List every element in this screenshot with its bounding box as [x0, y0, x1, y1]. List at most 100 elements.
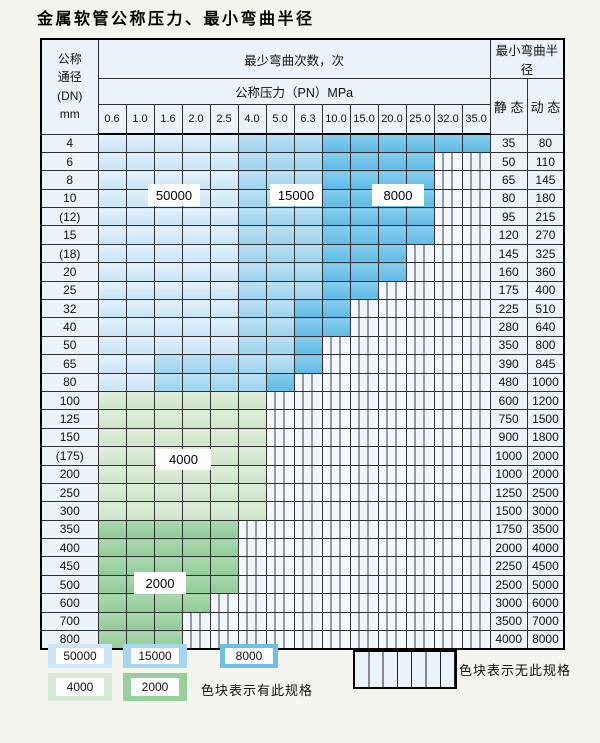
- dn-cell: 6: [40, 151, 99, 172]
- dynamic-radius-cell: 3000: [526, 501, 565, 521]
- spec-cell-无此规格: [321, 409, 351, 429]
- dynamic-radius-cell: 80: [526, 133, 565, 153]
- spec-cell-2000: [209, 538, 239, 558]
- spec-cell-无此规格: [433, 390, 463, 411]
- spec-cell-无此规格: [433, 427, 463, 448]
- spec-cell-15000: [265, 280, 295, 301]
- spec-cell-无此规格: [265, 538, 295, 558]
- spec-cell-无此规格: [321, 630, 351, 650]
- spec-cell-无此规格: [293, 372, 323, 392]
- spec-cell-无此规格: [377, 593, 407, 613]
- spec-cell-2000: [125, 611, 155, 632]
- spec-cell-8000: [321, 207, 351, 227]
- spec-cell-无此规格: [461, 611, 491, 632]
- spec-cell-50000: [125, 280, 155, 301]
- spec-cell-无此规格: [265, 556, 295, 576]
- row-dn-(175): (175) 1000 2000: [40, 446, 565, 466]
- spec-cell-15000: [209, 372, 239, 392]
- spec-cell-无此规格: [461, 225, 491, 245]
- spec-cell-无此规格: [265, 611, 295, 632]
- static-radius-cell: 175: [489, 280, 528, 301]
- spec-cell-无此规格: [377, 335, 407, 356]
- spec-cell-无此规格: [433, 464, 463, 484]
- legend-swatch-label: 2000: [131, 678, 179, 696]
- spec-cell-50000: [209, 243, 239, 264]
- spec-cell-50000: [209, 207, 239, 227]
- legend-has-spec-text: 色块表示有此规格: [201, 683, 314, 698]
- spec-cell-50000: [97, 354, 127, 374]
- spec-cell-无此规格: [433, 243, 463, 264]
- spec-cell-50000: [153, 225, 183, 245]
- spec-cell-无此规格: [405, 243, 435, 264]
- spec-cell-无此规格: [433, 262, 463, 282]
- spec-cell-无此规格: [433, 538, 463, 558]
- spec-cell-无此规格: [433, 335, 463, 356]
- spec-cell-无此规格: [237, 519, 267, 540]
- spec-cell-无此规格: [405, 611, 435, 632]
- spec-cell-无此规格: [461, 482, 491, 503]
- static-radius-cell: 95: [489, 207, 528, 227]
- spec-cell-无此规格: [377, 354, 407, 374]
- spec-cell-无此规格: [377, 611, 407, 632]
- spec-cell-无此规格: [461, 427, 491, 448]
- cycle-label-4000: 4000: [156, 449, 211, 470]
- spec-cell-无此规格: [461, 354, 491, 374]
- cycle-label-8000: 8000: [372, 184, 424, 206]
- legend-swatch-4000: 4000: [48, 673, 112, 701]
- spec-cell-50000: [125, 133, 155, 153]
- spec-cell-4000: [153, 427, 183, 448]
- spec-cell-无此规格: [377, 299, 407, 319]
- spec-cell-50000: [97, 225, 127, 245]
- dynamic-radius-cell: 270: [526, 225, 565, 245]
- cycle-label-15000: 15000: [270, 184, 322, 206]
- spec-cell-无此规格: [321, 501, 351, 521]
- row-dn-500: 500 2500 5000: [40, 574, 565, 595]
- spec-cell-8000: [461, 133, 491, 153]
- spec-cell-无此规格: [237, 574, 267, 595]
- dn-cell: (175): [40, 446, 99, 466]
- pressure-col-1.0: 1.0: [125, 104, 155, 135]
- pressure-col-1.6: 1.6: [153, 104, 183, 135]
- spec-cell-无此规格: [433, 188, 463, 209]
- spec-cell-无此规格: [265, 501, 295, 521]
- row-dn-400: 400 2000 4000: [40, 538, 565, 558]
- spec-cell-50000: [181, 243, 211, 264]
- legend-swatch-label: 4000: [56, 678, 104, 696]
- spec-cell-8000: [377, 225, 407, 245]
- spec-cell-15000: [181, 354, 211, 374]
- spec-cell-无此规格: [349, 556, 379, 576]
- pressure-col-5.0: 5.0: [265, 104, 295, 135]
- spec-cell-50000: [97, 188, 127, 209]
- row-dn-6: 6 50 110: [40, 151, 565, 172]
- row-dn-8: 8 65 145: [40, 170, 565, 190]
- pressure-col-4.0: 4.0: [237, 104, 267, 135]
- static-radius-cell: 1000: [489, 464, 528, 484]
- row-dn-350: 350 1750 3500: [40, 519, 565, 540]
- spec-cell-15000: [237, 280, 267, 301]
- spec-cell-无此规格: [461, 262, 491, 282]
- page-title: 金属软管公称压力、最小弯曲半径: [37, 9, 315, 28]
- legend-no-spec-swatch: [353, 650, 457, 689]
- spec-cell-无此规格: [377, 317, 407, 337]
- legend-swatch-label: 50000: [56, 648, 104, 664]
- dynamic-radius-cell: 215: [526, 207, 565, 227]
- row-dn-15: 15 120 270: [40, 225, 565, 245]
- spec-cell-无此规格: [237, 556, 267, 576]
- pressure-col-35.0: 35.0: [461, 104, 491, 135]
- dn-cell: 40: [40, 317, 99, 337]
- spec-cell-50000: [97, 207, 127, 227]
- spec-cell-无此规格: [237, 611, 267, 632]
- spec-cell-50000: [125, 170, 155, 190]
- spec-cell-15000: [237, 170, 267, 190]
- spec-cell-50000: [153, 207, 183, 227]
- static-radius-cell: 35: [489, 133, 528, 153]
- spec-cell-50000: [153, 133, 183, 153]
- spec-cell-无此规格: [377, 519, 407, 540]
- dn-cell: (18): [40, 243, 99, 264]
- spec-cell-8000: [321, 243, 351, 264]
- spec-table-wrap: 公称 通径 (DN) mm 最少弯曲次数，次 最小弯曲半径 公称压力（PN）MPa 静…: [40, 38, 566, 650]
- spec-cell-无此规格: [461, 280, 491, 301]
- spec-cell-无此规格: [349, 519, 379, 540]
- spec-cell-无此规格: [349, 427, 379, 448]
- spec-cell-15000: [237, 299, 267, 319]
